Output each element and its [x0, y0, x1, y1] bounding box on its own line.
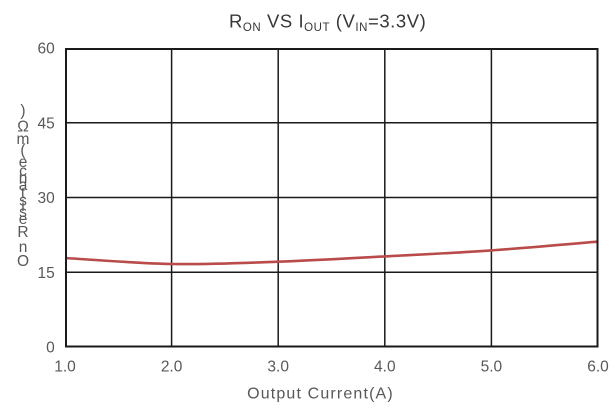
svg-text:m: m — [17, 131, 30, 148]
svg-text:2.0: 2.0 — [161, 359, 183, 376]
svg-text:t: t — [21, 185, 26, 202]
svg-text:1.0: 1.0 — [54, 359, 76, 376]
svg-text:3.0: 3.0 — [267, 359, 289, 376]
svg-text:R: R — [17, 224, 28, 241]
svg-text:RON VS IOUT (VIN=3.3V): RON VS IOUT (VIN=3.3V) — [229, 11, 426, 35]
svg-text:45: 45 — [38, 115, 55, 132]
svg-text:e: e — [19, 154, 28, 171]
svg-text:c: c — [19, 163, 27, 180]
svg-text:n: n — [19, 170, 28, 187]
svg-text:): ) — [20, 103, 25, 120]
svg-text:Ω: Ω — [17, 119, 29, 136]
svg-text:60: 60 — [38, 41, 56, 58]
svg-text:O: O — [17, 253, 29, 270]
svg-text:15: 15 — [38, 265, 55, 282]
svg-text:5.0: 5.0 — [481, 359, 503, 376]
svg-text:0: 0 — [46, 339, 55, 356]
svg-text:s: s — [19, 204, 27, 221]
svg-text:n: n — [19, 239, 28, 256]
svg-text:i: i — [21, 198, 24, 215]
svg-text:Output Current(A): Output Current(A) — [247, 385, 394, 402]
svg-text:a: a — [19, 177, 28, 194]
svg-text:6.0: 6.0 — [587, 359, 609, 376]
svg-text:e: e — [19, 211, 28, 228]
svg-text:s: s — [19, 193, 27, 210]
svg-text:(: ( — [20, 142, 26, 159]
svg-text:30: 30 — [38, 190, 56, 207]
svg-text:4.0: 4.0 — [374, 359, 396, 376]
